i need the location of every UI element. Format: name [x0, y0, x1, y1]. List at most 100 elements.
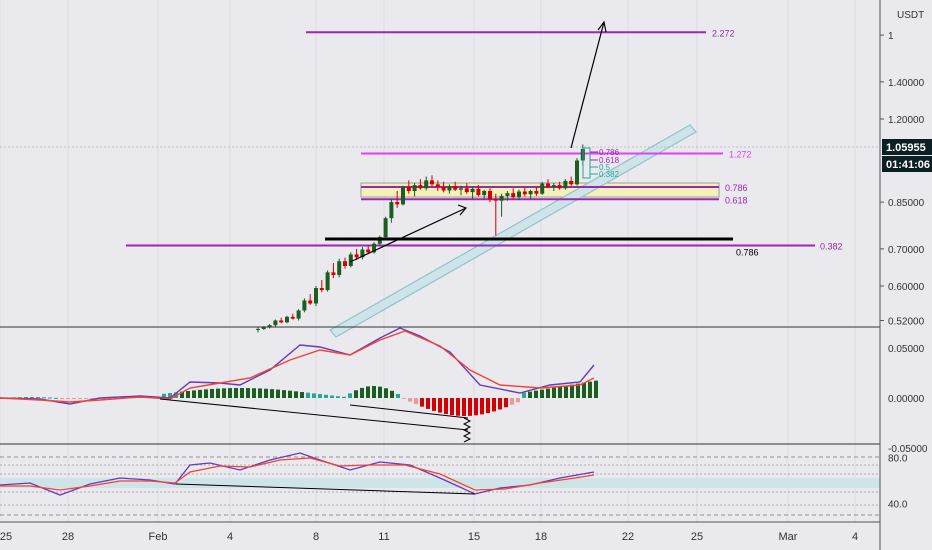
macd-bar	[432, 398, 436, 411]
macd-bar	[342, 396, 346, 398]
macd-pane[interactable]	[0, 327, 598, 443]
rsi-tick-label: 80.0	[888, 454, 908, 465]
macd-bar	[78, 398, 82, 399]
macd-bar	[54, 397, 58, 399]
candle-body	[453, 186, 458, 190]
fib-label: 2.272	[712, 28, 735, 38]
candle-body	[424, 180, 429, 189]
macd-bar	[66, 398, 70, 399]
macd-bar	[384, 388, 388, 398]
macd-bar	[180, 391, 184, 398]
macd-bar	[558, 386, 562, 398]
macd-bar	[552, 387, 556, 398]
fib-label: 0.786	[736, 247, 759, 257]
y-tick-label: 1.20000	[888, 115, 925, 126]
y-tick-label: 0.60000	[888, 282, 925, 293]
mini-fib-label: 0.786	[599, 148, 620, 157]
candle-body	[557, 185, 562, 189]
arrow-head-2	[597, 20, 607, 33]
candle-body	[331, 272, 336, 276]
macd-bar	[270, 389, 274, 398]
x-tick-label: 28	[62, 531, 74, 543]
macd-bar	[414, 398, 418, 405]
y-tick-label: 0.70000	[888, 245, 925, 256]
candle-body	[534, 191, 539, 194]
macd-bar	[480, 398, 484, 415]
macd-histogram	[0, 380, 598, 416]
macd-bar	[516, 398, 520, 403]
macd-bar	[252, 388, 256, 398]
x-tick-label: 22	[622, 531, 634, 543]
macd-bar	[420, 398, 424, 407]
fib-label: 0.382	[820, 241, 843, 251]
y-tick-label: 0.52000	[888, 316, 925, 327]
macd-bar	[162, 393, 166, 398]
macd-bar	[390, 390, 394, 398]
macd-bar	[444, 398, 448, 415]
macd-bar	[492, 398, 496, 412]
candle-body	[575, 160, 579, 185]
candle-body	[447, 186, 452, 191]
candle-body	[430, 180, 434, 185]
y-tick-labels: 1 1.40000 1.20000 0.85000 0.70000 0.60000 0.52…	[880, 31, 925, 327]
candle-body	[354, 254, 359, 258]
macd-bar	[216, 388, 220, 398]
macd-bar	[462, 398, 466, 416]
fib-label: 0.786	[725, 183, 748, 193]
candle-body	[348, 254, 353, 266]
candle-body	[464, 188, 469, 193]
macd-bar	[234, 388, 238, 398]
mini-fib-label: 0.5	[599, 163, 611, 172]
mini-fib-label: 0.618	[599, 156, 620, 165]
candle-body	[499, 195, 504, 201]
macd-tick-label: 0.05000	[888, 344, 925, 355]
macd-bar	[570, 384, 574, 398]
x-tick-label: 4	[227, 531, 233, 543]
fib-label: 0.618	[725, 195, 748, 205]
macd-bar	[306, 392, 310, 398]
last-price-badge	[882, 139, 932, 155]
macd-bar	[366, 386, 370, 398]
candle-body	[522, 191, 527, 195]
macd-bar	[486, 398, 490, 414]
macd-bar	[564, 385, 568, 398]
candle-body	[511, 193, 516, 198]
macd-bar	[84, 398, 88, 399]
candle-body	[406, 186, 411, 192]
macd-bar	[204, 389, 208, 398]
signal-line	[0, 330, 595, 403]
candle-body	[285, 316, 289, 323]
candle-body	[488, 191, 492, 200]
candle-body	[441, 186, 446, 191]
price-axis[interactable]: USDT 1 1.40000 1.20000 0.85000 0.70000 0.6000…	[879, 0, 932, 550]
y-tick-label: 1	[888, 31, 894, 42]
candle-body	[540, 183, 545, 194]
rsi-tick-labels: 80.0 40.0	[888, 454, 908, 511]
projection-arrow	[570, 21, 605, 149]
macd-bar	[36, 397, 40, 399]
grid-lines	[0, 0, 856, 522]
macd-bar	[18, 397, 22, 399]
macd-bar	[528, 391, 532, 398]
time-axis[interactable]: 25 28 Feb 4 8 11 15 18 22 25 Mar 4	[0, 521, 880, 543]
macd-bar	[192, 390, 196, 398]
macd-zigzag	[462, 417, 472, 443]
macd-bar	[30, 397, 34, 399]
macd-bar	[522, 392, 526, 398]
macd-bar	[330, 395, 334, 398]
macd-divergence-2	[349, 404, 469, 419]
macd-bar	[318, 394, 322, 398]
candle-body	[505, 193, 510, 196]
candle-body	[563, 180, 568, 189]
x-tick-label: 8	[313, 531, 319, 543]
macd-tick-label: 0.00000	[888, 394, 925, 405]
candle-body	[418, 185, 423, 189]
candle-body	[372, 243, 376, 253]
macd-bar	[372, 386, 376, 398]
macd-bar	[168, 393, 172, 398]
macd-bar	[408, 398, 412, 402]
rsi-pane[interactable]	[0, 452, 880, 516]
